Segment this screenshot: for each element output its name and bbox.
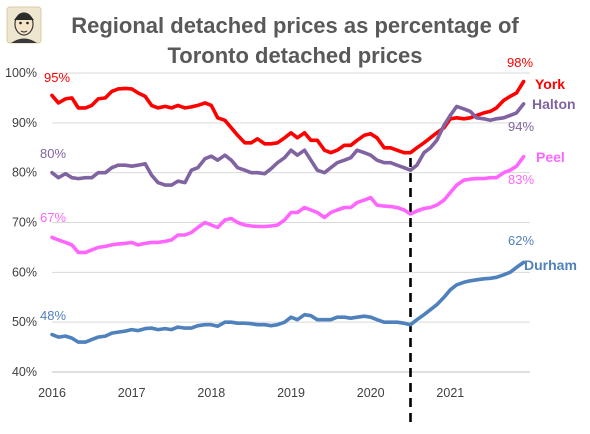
y-tick-label: 40%: [12, 365, 37, 379]
y-tick-label: 90%: [12, 116, 37, 130]
x-tick-label: 2016: [38, 386, 66, 400]
series-labels: 95% 98%York 80% 94% Halton 67% 83%Peel 48% 62% Du…: [40, 55, 577, 323]
x-tick-label: 2021: [436, 386, 464, 400]
y-tick-label: 80%: [12, 166, 37, 180]
chart-title-line-2: Toronto detached prices: [167, 43, 422, 68]
series-line-halton: [50, 102, 526, 187]
series-name-label: Halton: [532, 96, 576, 112]
x-axis: 2016 2017 2018 2019 2020 2021: [38, 386, 464, 400]
series-line-york: [50, 79, 526, 155]
series-name-label: Durham: [524, 257, 577, 273]
end-value-label: 62%: [508, 233, 534, 248]
end-value-label: 94%: [508, 119, 534, 134]
x-tick-label: 2019: [277, 386, 305, 400]
gridlines: [52, 72, 530, 373]
y-axis: 40% 50% 60% 70% 80% 90% 100%: [5, 66, 37, 379]
x-tick-label: 2020: [357, 386, 385, 400]
start-value-label: 67%: [40, 210, 66, 225]
end-value-label: 98%: [507, 55, 533, 70]
y-tick-label: 50%: [12, 315, 37, 329]
series-line-durham: [50, 260, 526, 344]
end-value-label: 83%: [508, 172, 534, 187]
x-tick-label: 2018: [197, 386, 225, 400]
y-tick-label: 70%: [12, 216, 37, 230]
series-name-label: Peel: [536, 149, 565, 165]
series-lines: [50, 79, 526, 344]
y-tick-label: 60%: [12, 265, 37, 279]
author-avatar: [6, 6, 42, 44]
x-tick-label: 2017: [118, 386, 146, 400]
start-value-label: 80%: [40, 146, 66, 161]
chart-title-line-1: Regional detached prices as percentage o…: [71, 13, 519, 38]
series-name-label: York: [535, 76, 565, 92]
start-value-label: 95%: [44, 70, 70, 85]
series-line-peel: [50, 154, 526, 255]
y-tick-label: 100%: [5, 66, 37, 80]
start-value-label: 48%: [40, 308, 66, 323]
